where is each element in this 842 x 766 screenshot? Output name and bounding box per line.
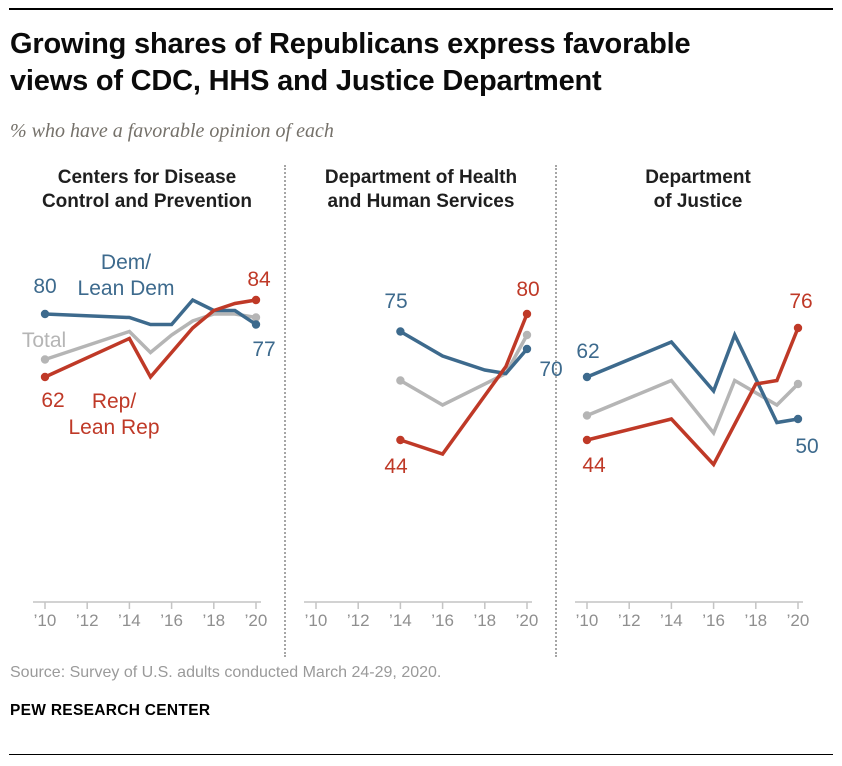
value-label-rep: 44 [582, 454, 606, 477]
chart-row: Centers for Disease Control and Preventi… [0, 160, 842, 665]
source-note: Source: Survey of U.S. adults conducted … [10, 664, 442, 681]
x-tick-label: ’10 [305, 611, 328, 630]
x-tick-label: ’20 [245, 611, 268, 630]
point-dem-end [793, 414, 803, 424]
doj-plot-canvas: ’10 ’12 ’14 ’16 ’18 ’20 [575, 323, 810, 630]
value-label-dem: 62 [576, 340, 600, 363]
x-tick-label: ’16 [160, 611, 183, 630]
point-dem-end [522, 344, 532, 354]
panel-separator-2 [555, 165, 557, 657]
value-label-dem: 80 [33, 275, 57, 298]
x-tick-label: ’18 [202, 611, 225, 630]
point-dem-start [582, 372, 592, 382]
panel-title-hhs: Department of Health and Human Services [290, 166, 552, 214]
line-rep [44, 298, 257, 381]
x-tick-label: ’16 [702, 611, 725, 630]
x-tick-label: ’18 [744, 611, 767, 630]
page-title-line-2: views of CDC, HHS and Justice Department [10, 65, 602, 97]
point-dem-start [40, 309, 50, 319]
x-tick-label: ’16 [431, 611, 454, 630]
cdc-plot-canvas: ’10 ’12 ’14 ’16 ’18 ’20 [33, 295, 268, 630]
value-label-dem: 70 [539, 358, 563, 381]
brand-footer: PEW RESEARCH CENTER [10, 702, 211, 719]
point-total-end [793, 379, 803, 389]
panel-title-doj-line-2: of Justice [653, 191, 743, 212]
point-dem-end [251, 320, 261, 329]
point-rep-start [396, 435, 405, 445]
point-rep-end [793, 323, 803, 333]
line-rep [399, 313, 529, 457]
line-dem [586, 330, 799, 425]
page-title: Growing shares of Republicans express fa… [10, 26, 830, 100]
doj-value-labels: 62 44 76 50 [562, 160, 834, 665]
bottom-rule [9, 754, 833, 755]
x-tick-label: ’14 [118, 611, 141, 630]
page-title-line-1: Growing shares of Republicans express fa… [10, 28, 691, 60]
point-rep-end [251, 295, 261, 305]
value-label-rep: Rep/ Lean Rep [68, 390, 160, 439]
x-tick-label: ’12 [76, 611, 99, 630]
value-label-rep: 62 [41, 389, 65, 412]
page-subtitle: % who have a favorable opinion of each [10, 120, 334, 142]
cdc-value-labels: 80 Dem/ Lean Dem Total 62 Rep/ Lean Rep 84 77 [10, 160, 284, 665]
chart-panel-cdc: Centers for Disease Control and Preventi… [10, 160, 284, 665]
value-label-rep: 76 [789, 290, 813, 313]
point-rep-start [40, 372, 50, 382]
point-total-start [582, 411, 592, 420]
chart-panel-hhs: Department of Health and Human Services … [290, 160, 563, 665]
panel-title-cdc: Centers for Disease Control and Preventi… [10, 166, 284, 214]
value-label-rep: 84 [247, 268, 271, 291]
line-rep [586, 327, 800, 468]
panel-title-hhs-line-1: Department of Health [324, 167, 518, 188]
x-tick-label: ’10 [576, 611, 599, 630]
hhs-plot-canvas: ’10 ’12 ’14 ’16 ’18 ’20 [304, 309, 539, 630]
value-label-dem: 75 [384, 290, 408, 313]
value-label-rep: 80 [516, 278, 540, 301]
point-total-start [396, 376, 405, 385]
point-total-start [40, 355, 50, 364]
value-label-dem: Dem/ Lean Dem [77, 251, 175, 300]
point-total-end [522, 330, 532, 340]
value-label-total: Total [21, 329, 67, 352]
top-rule [9, 8, 833, 10]
x-tick-label: ’14 [660, 611, 683, 630]
panel-title-cdc-line-2: Control and Prevention [41, 191, 253, 212]
point-rep-start [582, 435, 592, 445]
panel-title-cdc-line-1: Centers for Disease [57, 167, 237, 188]
panel-title-doj-line-1: Department [645, 167, 751, 188]
panel-title-hhs-line-2: and Human Services [327, 191, 515, 212]
x-tick-label: ’20 [787, 611, 810, 630]
panel-title-doj: Department of Justice [562, 166, 834, 214]
chart-panel-doj: Department of Justice ’10 ’12 ’14 ’16 ’18 ’20… [562, 160, 834, 665]
x-tick-label: ’12 [618, 611, 641, 630]
line-total [44, 312, 257, 362]
x-tick-label: ’14 [389, 611, 412, 630]
point-total-end [251, 313, 261, 322]
line-dem [399, 329, 529, 376]
value-label-dem: 50 [795, 435, 819, 458]
line-dem [44, 297, 257, 327]
value-label-rep: 44 [384, 455, 408, 478]
panel-separator-1 [284, 165, 286, 657]
hhs-value-labels: 75 80 44 70 [290, 160, 562, 665]
point-rep-end [522, 309, 532, 319]
x-tick-label: ’10 [34, 611, 57, 630]
line-total [586, 377, 800, 437]
line-total [399, 334, 529, 407]
x-tick-label: ’18 [473, 611, 496, 630]
x-tick-label: ’12 [347, 611, 370, 630]
point-dem-start [396, 327, 405, 336]
value-label-dem: 77 [252, 338, 276, 361]
x-tick-label: ’20 [516, 611, 539, 630]
